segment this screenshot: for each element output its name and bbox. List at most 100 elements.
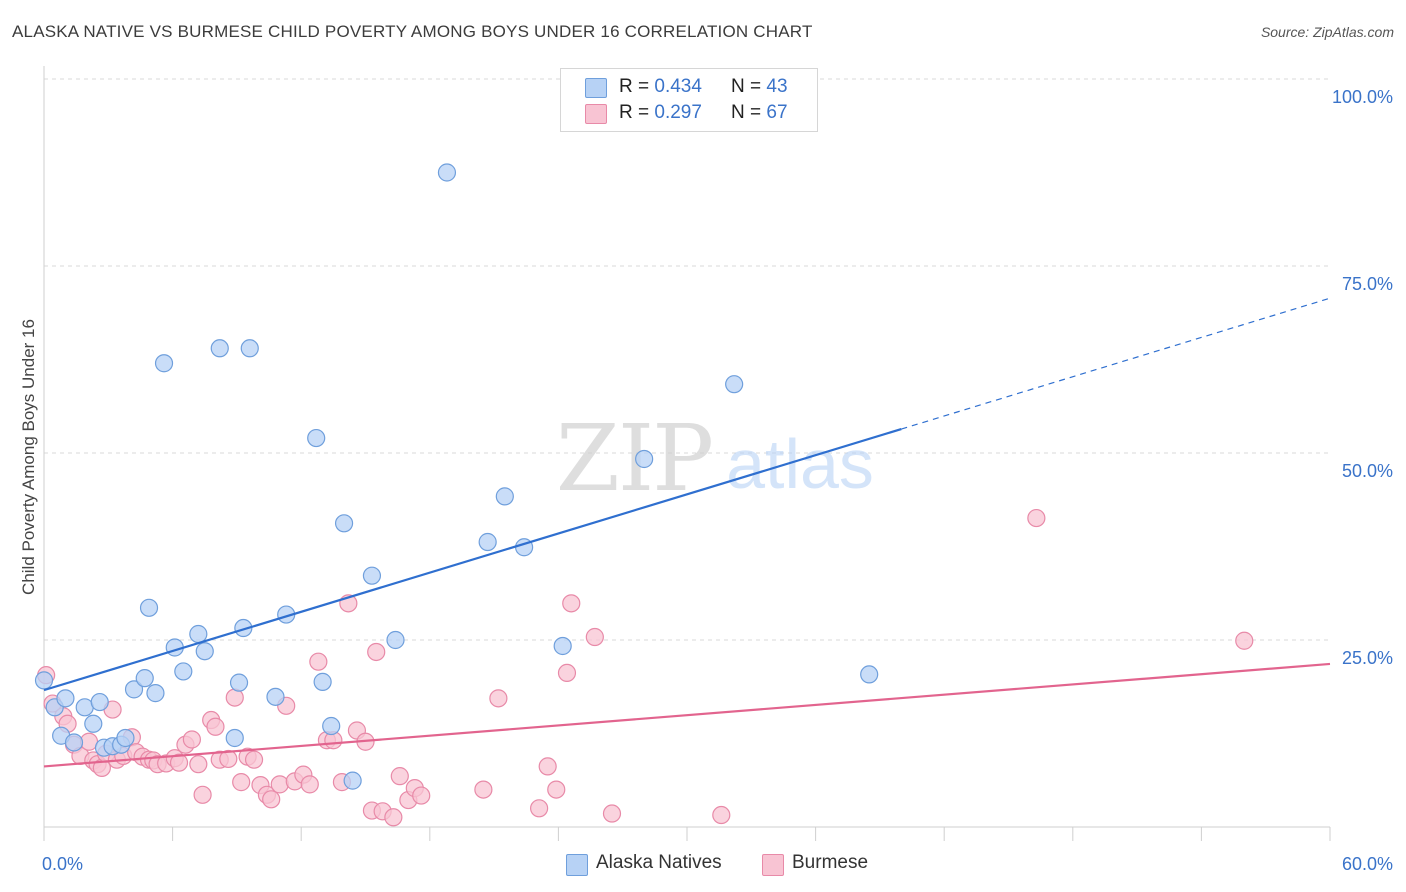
alaska-natives-point — [189, 624, 208, 644]
watermark-atlas: atlas — [726, 425, 874, 503]
alaska-natives-point — [313, 672, 332, 691]
alaska-natives-point — [90, 692, 109, 712]
alaska-natives-point — [34, 671, 54, 690]
stats-legend: R = 0.434 N = 43 R = 0.297 N = 67 — [560, 68, 818, 132]
y-tick-label: 100.0% — [1332, 87, 1393, 107]
y-axis-label: Child Poverty Among Boys Under 16 — [19, 319, 38, 595]
burmese-point — [547, 780, 566, 799]
r-label: R = — [619, 76, 650, 97]
burmese-point — [219, 749, 238, 769]
burmese-point — [1027, 508, 1046, 528]
y-tick-label: 75.0% — [1342, 274, 1393, 294]
series-label: Burmese — [792, 852, 869, 873]
burmese-point — [225, 688, 244, 707]
alaska-natives-point — [635, 449, 654, 469]
burmese-point — [390, 767, 409, 786]
burmese-point — [244, 750, 264, 769]
alaska-natives-point — [322, 716, 341, 736]
alaska-natives-point — [64, 733, 84, 752]
alaska-natives-point — [56, 689, 75, 708]
burmese-point — [562, 594, 581, 613]
alaska-natives-point — [240, 339, 259, 358]
burmese-point — [530, 799, 549, 818]
burmese-point — [1235, 631, 1254, 650]
alaska-natives-point — [234, 618, 253, 638]
alaska-natives-point — [195, 642, 214, 661]
burmese-point — [384, 808, 403, 827]
burmese-point — [412, 786, 431, 805]
watermark: ZIP atlas — [556, 405, 874, 512]
r-value: 0.297 — [654, 102, 702, 123]
alaska-natives-point — [229, 673, 249, 692]
burmese-point — [206, 717, 225, 736]
alaska-natives-point — [266, 687, 285, 706]
alaska-natives-point — [495, 487, 514, 506]
burmese-point — [262, 790, 281, 809]
alaska-natives-trend-line — [43, 428, 902, 692]
alaska-natives-point — [154, 354, 174, 373]
n-label: N = — [731, 102, 762, 123]
burmese-point — [169, 753, 189, 772]
alaska-natives-point — [307, 428, 326, 448]
burmese-point — [193, 785, 212, 804]
burmese-point — [182, 730, 201, 749]
alaska-natives-point — [860, 665, 879, 684]
burmese-point — [474, 780, 493, 799]
burmese-point — [538, 757, 557, 776]
burmese-point — [712, 805, 731, 825]
burmese-point — [189, 755, 208, 774]
alaska-natives-point — [437, 163, 457, 182]
alaska-natives-point — [135, 669, 154, 688]
alaska-natives-point — [210, 339, 229, 358]
alaska-natives-point — [84, 714, 103, 733]
watermark-zip: ZIP — [556, 405, 712, 512]
alaska-natives-point — [343, 771, 362, 790]
legend-n-burmese: N = 67 — [731, 102, 788, 124]
legend-r-burmese: R = 0.297 — [619, 102, 702, 124]
alaska-natives-point — [386, 630, 405, 650]
burmese-trend-line — [43, 662, 1331, 768]
burmese-point — [489, 689, 508, 708]
burmese-point — [309, 652, 328, 671]
alaska-natives-point — [124, 680, 144, 699]
legend-r-alaska: R = 0.434 — [619, 76, 702, 98]
y-tick-label: 25.0% — [1342, 648, 1393, 668]
burmese-point — [367, 642, 386, 662]
alaska-natives-points — [34, 163, 879, 790]
burmese-point — [557, 663, 577, 683]
trend-lines — [43, 297, 1331, 768]
n-value: 43 — [766, 76, 788, 97]
n-value: 67 — [766, 102, 788, 123]
chart-title: ALASKA NATIVE VS BURMESE CHILD POVERTY A… — [12, 22, 813, 41]
legend-swatch-pink — [762, 854, 784, 876]
alaska-natives-point — [174, 662, 193, 681]
legend-swatch-blue — [566, 854, 588, 876]
legend-swatch-blue — [585, 78, 607, 98]
burmese-point — [300, 775, 319, 794]
y-tick-label: 50.0% — [1342, 461, 1393, 481]
x-tick-label: 0.0% — [42, 854, 83, 874]
burmese-point — [602, 804, 622, 823]
tick-labels: 100.0% 75.0% 50.0% 25.0% 0.0% 60.0% — [42, 87, 1393, 874]
burmese-point — [270, 775, 289, 794]
alaska-natives-point — [334, 514, 354, 533]
legend-swatch-pink — [585, 104, 607, 124]
alaska-natives-point — [139, 598, 159, 617]
burmese-point — [232, 773, 251, 792]
alaska-natives-point — [146, 684, 165, 703]
grid-lines — [44, 78, 1330, 641]
series-label: Alaska Natives — [596, 852, 722, 873]
burmese-points — [37, 508, 1254, 827]
alaska-natives-point — [225, 728, 244, 748]
alaska-natives-point — [362, 566, 382, 585]
burmese-point — [585, 627, 604, 647]
alaska-natives-point — [553, 636, 572, 656]
alaska-natives-point — [725, 375, 744, 394]
alaska-natives-point — [116, 728, 135, 748]
r-value: 0.434 — [654, 76, 702, 97]
n-label: N = — [731, 76, 762, 97]
x-tick-label: 60.0% — [1342, 854, 1393, 874]
axes — [43, 66, 1331, 841]
legend-n-alaska: N = 43 — [731, 76, 788, 98]
